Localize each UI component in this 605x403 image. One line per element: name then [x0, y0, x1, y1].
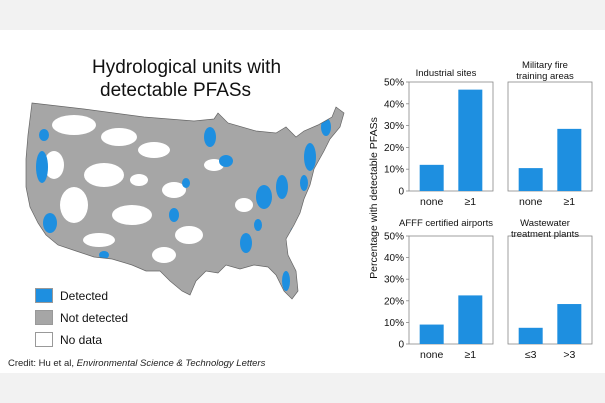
panel-3-category-1: >3: [563, 349, 575, 358]
panel-2-bar-1: [458, 295, 483, 344]
credit-line: Credit: Hu et al, Environmental Science …: [8, 358, 265, 369]
panel-0-category-1: ≥1: [465, 196, 477, 208]
legend-no-data-label: No data: [60, 333, 103, 347]
panel-2-ytick-2: 20%: [384, 296, 404, 307]
legend-not-detected-swatch: [35, 310, 53, 325]
panel-3-bar-0: [518, 327, 543, 344]
panel-3-category-0: ≤3: [525, 349, 537, 358]
panel-2-title-0: AFFF certified airports: [399, 218, 493, 229]
panel-0-ytick-5: 50%: [384, 78, 404, 89]
panel-2-ytick-3: 30%: [384, 275, 404, 286]
panel-0-frame: [408, 81, 494, 192]
panel-0-ytick-1: 10%: [384, 165, 404, 176]
panel-2-frame: [408, 235, 494, 345]
panel-3-title-1: treatment plants: [511, 229, 579, 240]
panel-1-bar-0: [518, 168, 543, 191]
no-data-regions: [44, 115, 253, 263]
y-axis-label: Percentage with detectable PFASs: [368, 117, 380, 279]
panel-2-ytick-0: 0: [398, 340, 404, 351]
map-title-line-1: Hydrological units with: [92, 57, 282, 78]
bottom-band: [0, 373, 605, 403]
panel-2-bar-0: [419, 324, 444, 344]
panel-2-ytick-1: 10%: [384, 318, 404, 329]
panel-3-bar-1: [557, 304, 582, 344]
panel-1-category-1: ≥1: [564, 196, 576, 208]
credit-journal: Environmental Science & Technology Lette…: [76, 358, 266, 369]
panel-2-category-1: ≥1: [465, 349, 477, 358]
legend-detected-label: Detected: [60, 289, 109, 303]
panel-0-bar-1: [458, 89, 483, 191]
detected-regions: [36, 118, 331, 291]
panel-1-title-1: training areas: [516, 71, 574, 82]
panel-0-ytick-2: 20%: [384, 143, 404, 154]
panel-0-title-0: Industrial sites: [416, 68, 477, 79]
panel-3-title-0: Wastewater: [520, 218, 570, 229]
top-band: [0, 0, 605, 30]
map-title: Hydrological units with detectable PFASs: [92, 56, 302, 102]
panel-0-ytick-3: 30%: [384, 121, 404, 132]
panel-1-category-0: none: [519, 196, 543, 208]
panel-2-ytick-4: 40%: [384, 253, 404, 264]
panel-3-frame: [507, 235, 593, 345]
panel-0-ytick-4: 40%: [384, 99, 404, 110]
legend-not-detected-label: Not detected: [60, 311, 129, 325]
panel-1-frame: [507, 81, 593, 192]
panel-1-bar-1: [557, 128, 582, 191]
map-title-line-2: detectable PFASs: [100, 80, 252, 101]
panel-2-category-0: none: [420, 349, 444, 358]
legend-detected-swatch: [35, 288, 53, 303]
legend-no-data-swatch: [35, 332, 53, 347]
bar-charts: Percentage with detectable PFASs Industr…: [368, 60, 593, 358]
credit-prefix: Credit: Hu et al,: [8, 358, 77, 369]
panel-0-ytick-0: 0: [398, 187, 404, 198]
panel-0-category-0: none: [420, 196, 444, 208]
us-map: [25, 102, 345, 300]
panel-0-bar-0: [419, 164, 444, 191]
panel-2-ytick-5: 50%: [384, 232, 404, 243]
panel-1-title-0: Military fire: [522, 60, 568, 71]
